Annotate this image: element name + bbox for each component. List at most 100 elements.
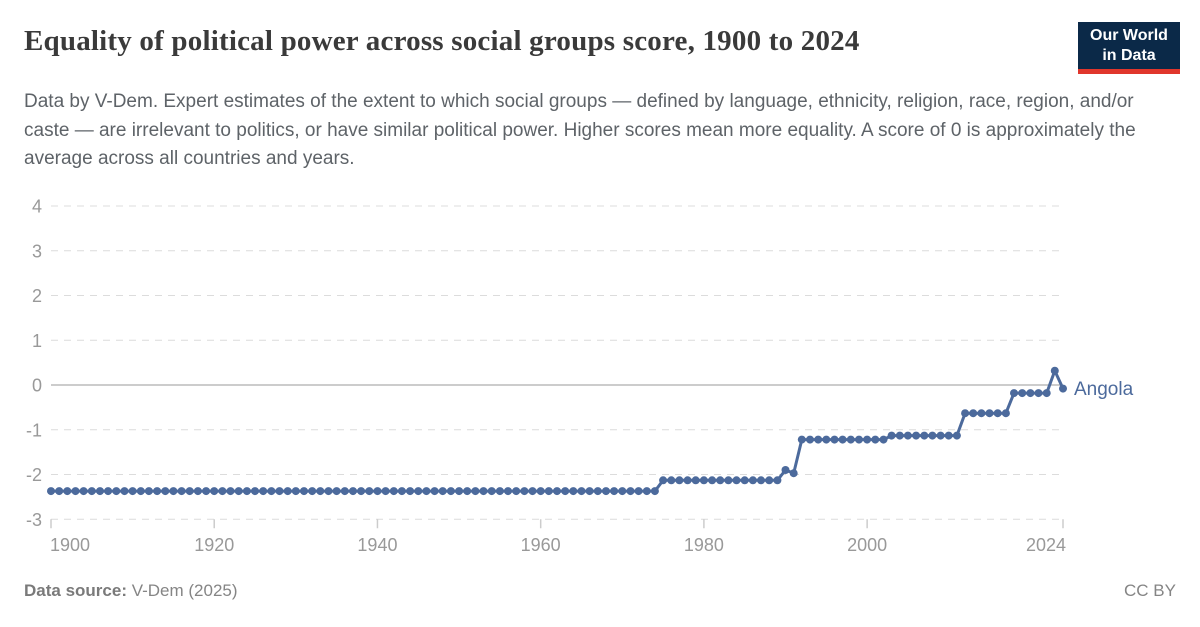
data-point[interactable] [438, 487, 447, 496]
data-point[interactable] [969, 409, 978, 418]
data-point[interactable] [1034, 389, 1043, 398]
data-point[interactable] [903, 431, 912, 440]
data-point[interactable] [846, 435, 855, 444]
data-point[interactable] [740, 476, 749, 485]
data-point[interactable] [104, 487, 113, 496]
data-point[interactable] [504, 487, 512, 496]
data-point[interactable] [1026, 389, 1035, 398]
data-point[interactable] [528, 487, 537, 496]
data-point[interactable] [830, 435, 839, 444]
data-point[interactable] [708, 476, 717, 485]
data-point[interactable] [324, 487, 333, 496]
data-point[interactable] [732, 476, 741, 485]
data-point[interactable] [495, 487, 504, 496]
data-point[interactable] [430, 487, 439, 496]
data-point[interactable] [863, 435, 872, 444]
data-point[interactable] [283, 487, 292, 496]
data-point[interactable] [977, 409, 986, 418]
data-point[interactable] [748, 476, 757, 485]
data-point[interactable] [650, 487, 659, 496]
data-point[interactable] [1050, 366, 1059, 375]
data-point[interactable] [553, 487, 561, 496]
data-point[interactable] [765, 476, 774, 485]
data-point[interactable] [993, 409, 1002, 418]
data-point[interactable] [683, 476, 692, 485]
data-point[interactable] [944, 431, 953, 440]
data-point[interactable] [446, 487, 455, 496]
data-point[interactable] [267, 487, 276, 496]
data-point[interactable] [79, 487, 88, 496]
data-point[interactable] [667, 476, 676, 485]
data-point[interactable] [569, 487, 578, 496]
data-point[interactable] [879, 435, 888, 444]
license-link[interactable]: CC BY [1124, 581, 1176, 600]
data-point[interactable] [128, 487, 137, 496]
data-point[interactable] [797, 435, 806, 444]
data-point[interactable] [936, 431, 945, 440]
data-point[interactable] [585, 487, 594, 496]
data-point[interactable] [340, 487, 349, 496]
data-point[interactable] [87, 487, 96, 496]
data-point[interactable] [365, 487, 374, 496]
data-point[interactable] [561, 487, 570, 496]
data-point[interactable] [120, 487, 129, 496]
data-point[interactable] [822, 435, 831, 444]
data-point[interactable] [618, 487, 627, 496]
data-point[interactable] [1010, 389, 1018, 398]
data-point[interactable] [1059, 384, 1067, 393]
data-point[interactable] [357, 487, 366, 496]
data-point[interactable] [251, 487, 259, 496]
data-point[interactable] [520, 487, 529, 496]
data-point[interactable] [593, 487, 602, 496]
data-point[interactable] [202, 487, 211, 496]
data-point[interactable] [193, 487, 202, 496]
data-point[interactable] [691, 476, 700, 485]
data-point[interactable] [634, 487, 643, 496]
data-point[interactable] [871, 435, 880, 444]
data-point[interactable] [259, 487, 268, 496]
data-point[interactable] [1018, 389, 1027, 398]
data-point[interactable] [96, 487, 104, 496]
data-point[interactable] [961, 409, 970, 418]
data-point[interactable] [242, 487, 251, 496]
data-point[interactable] [912, 431, 921, 440]
data-point[interactable] [577, 487, 586, 496]
data-point[interactable] [349, 487, 357, 496]
data-point[interactable] [316, 487, 325, 496]
data-point[interactable] [642, 487, 651, 496]
data-point[interactable] [952, 431, 961, 440]
data-point[interactable] [161, 487, 170, 496]
data-point[interactable] [136, 487, 145, 496]
data-point[interactable] [332, 487, 341, 496]
data-point[interactable] [602, 487, 610, 496]
data-point[interactable] [275, 487, 284, 496]
data-point[interactable] [887, 431, 896, 440]
data-point[interactable] [389, 487, 398, 496]
data-point[interactable] [471, 487, 480, 496]
data-point[interactable] [300, 487, 308, 496]
data-point[interactable] [414, 487, 423, 496]
data-point[interactable] [724, 476, 733, 485]
data-point[interactable] [544, 487, 553, 496]
data-point[interactable] [855, 435, 863, 444]
data-point[interactable] [226, 487, 235, 496]
data-point[interactable] [381, 487, 390, 496]
data-point[interactable] [210, 487, 219, 496]
data-point[interactable] [55, 487, 64, 496]
series-line-angola[interactable] [51, 369, 1065, 493]
data-point[interactable] [144, 487, 153, 496]
data-point[interactable] [985, 409, 994, 418]
data-point[interactable] [626, 487, 635, 496]
data-point[interactable] [487, 487, 496, 496]
data-point[interactable] [716, 476, 725, 485]
data-point[interactable] [218, 487, 227, 496]
data-point[interactable] [773, 476, 782, 485]
data-point[interactable] [675, 476, 684, 485]
data-point[interactable] [757, 476, 765, 485]
data-point[interactable] [928, 431, 937, 440]
data-point[interactable] [814, 435, 823, 444]
data-point[interactable] [479, 487, 488, 496]
data-point[interactable] [63, 487, 72, 496]
data-point[interactable] [177, 487, 186, 496]
data-point[interactable] [659, 476, 668, 485]
